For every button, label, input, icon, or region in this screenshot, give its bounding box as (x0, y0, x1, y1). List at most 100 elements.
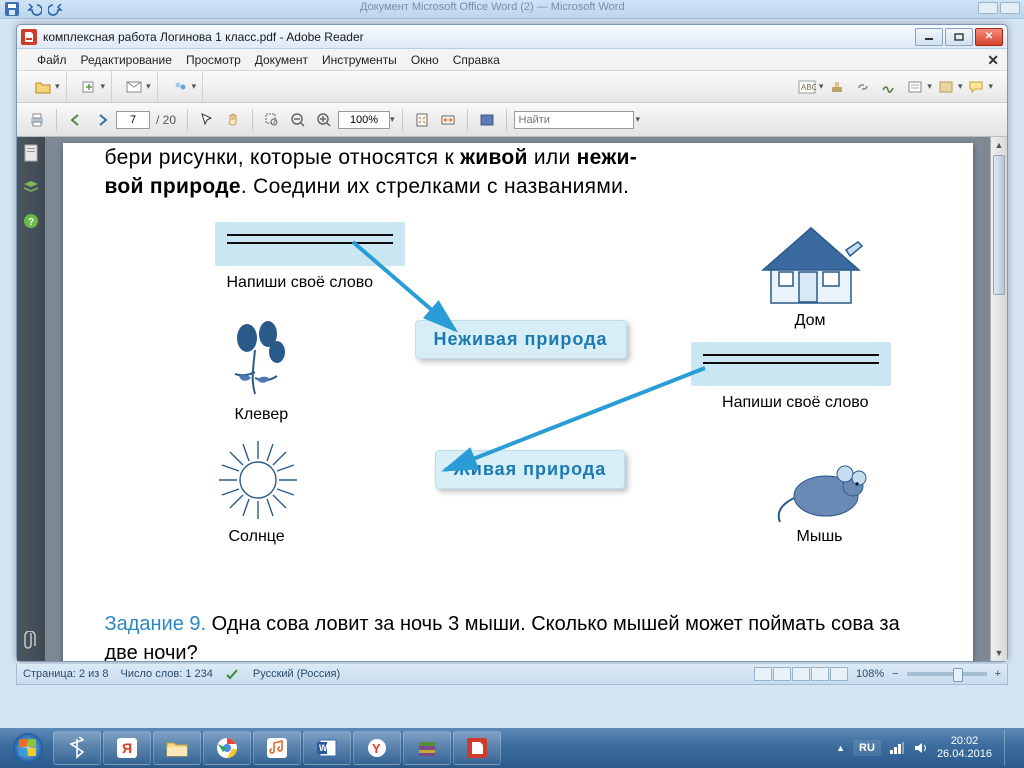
dropdown-icon[interactable]: ▾ (55, 81, 60, 92)
scrollbar-thumb[interactable] (993, 155, 1005, 295)
taskbar-explorer[interactable] (153, 731, 201, 765)
start-button[interactable] (4, 730, 52, 766)
sign-icon[interactable] (877, 76, 901, 98)
dropdown-icon[interactable]: ▾ (101, 81, 106, 92)
status-language[interactable]: Русский (Россия) (253, 668, 340, 680)
word-status-bar: Страница: 2 из 8 Число слов: 1 234 Русск… (16, 664, 1008, 685)
intro-paragraph: бери рисунки, которые относятся к живой … (105, 143, 931, 202)
hand-tool-icon[interactable] (221, 108, 245, 132)
dropdown-icon[interactable]: ▾ (958, 81, 963, 92)
task-number: Задание 9. (105, 613, 207, 635)
find-dropdown-icon[interactable]: ▾ (636, 114, 641, 125)
save-icon[interactable] (4, 1, 20, 17)
taskbar-word[interactable]: W (303, 731, 351, 765)
export-icon[interactable] (77, 76, 101, 98)
sun-label: Солнце (229, 528, 285, 546)
dropdown-icon[interactable]: ▾ (146, 81, 151, 92)
link-icon[interactable] (851, 76, 875, 98)
ocr-icon[interactable]: ABC (795, 76, 819, 98)
undo-icon[interactable] (26, 1, 42, 17)
zoom-plus-icon[interactable]: + (995, 668, 1001, 680)
marquee-zoom-icon[interactable] (260, 108, 284, 132)
find-input[interactable] (514, 111, 634, 129)
taskbar-bluetooth[interactable] (53, 731, 101, 765)
menu-view[interactable]: Просмотр (186, 53, 241, 67)
zoom-slider[interactable] (907, 672, 987, 676)
comment-icon[interactable] (964, 76, 988, 98)
print-icon[interactable] (25, 108, 49, 132)
dropdown-icon[interactable]: ▾ (927, 81, 932, 92)
taskbar-winrar[interactable] (403, 731, 451, 765)
email-icon[interactable] (122, 76, 146, 98)
page-viewport[interactable]: бери рисунки, которые относятся к живой … (45, 137, 990, 661)
scroll-down-icon[interactable]: ▼ (991, 645, 1007, 661)
bg-maximize[interactable] (1000, 2, 1020, 14)
tray-clock[interactable]: 20:02 26.04.2016 (937, 735, 992, 761)
tray-overflow-icon[interactable]: ▲ (836, 743, 845, 753)
view-mode-buttons[interactable] (754, 667, 848, 681)
house-image (751, 210, 871, 310)
zoom-minus-icon[interactable]: − (892, 668, 898, 680)
close-button[interactable]: ✕ (975, 28, 1003, 46)
taskbar-yandex-browser[interactable]: Y (353, 731, 401, 765)
minimize-button[interactable] (915, 28, 943, 46)
fit-width-icon[interactable] (436, 108, 460, 132)
dropdown-icon[interactable]: ▾ (988, 81, 993, 92)
menu-tools[interactable]: Инструменты (322, 53, 397, 67)
status-spellcheck-icon[interactable] (225, 667, 241, 681)
page-total-label: / 20 (156, 113, 176, 127)
menu-window[interactable]: Окно (411, 53, 439, 67)
scroll-up-icon[interactable]: ▲ (991, 137, 1007, 153)
attachments-panel-icon[interactable] (21, 631, 41, 651)
dropdown-icon[interactable]: ▾ (192, 81, 197, 92)
taskbar-chrome[interactable] (203, 731, 251, 765)
fullscreen-icon[interactable] (475, 108, 499, 132)
prev-page-icon[interactable] (64, 108, 88, 132)
next-page-icon[interactable] (90, 108, 114, 132)
stamp-icon[interactable] (825, 76, 849, 98)
multimedia-icon[interactable] (934, 76, 958, 98)
show-desktop-button[interactable] (1004, 730, 1014, 766)
zoom-out-icon[interactable] (286, 108, 310, 132)
vertical-scrollbar[interactable]: ▲ ▼ (990, 137, 1007, 661)
tray-date: 26.04.2016 (937, 748, 992, 761)
word-qat-icons (4, 1, 64, 17)
content-area: ? бери рисунки, которые относятся к живо… (17, 137, 1007, 661)
pages-panel-icon[interactable] (21, 143, 41, 163)
help-panel-icon[interactable]: ? (21, 211, 41, 231)
tray-language[interactable]: RU (853, 740, 881, 756)
tray-time: 20:02 (937, 735, 992, 748)
zoom-in-icon[interactable] (312, 108, 336, 132)
taskbar-yandex[interactable]: Я (103, 731, 151, 765)
layers-panel-icon[interactable] (21, 177, 41, 197)
fit-page-icon[interactable] (410, 108, 434, 132)
maximize-button[interactable] (945, 28, 973, 46)
menu-document[interactable]: Документ (255, 53, 308, 67)
page-number-input[interactable] (116, 111, 150, 129)
collaborate-icon[interactable] (168, 76, 192, 98)
redo-icon[interactable] (48, 1, 64, 17)
bg-minimize[interactable] (978, 2, 998, 14)
svg-text:Y: Y (372, 741, 381, 756)
zoom-dropdown-icon[interactable]: ▾ (390, 114, 395, 125)
dropdown-icon[interactable]: ▾ (819, 81, 824, 92)
file-open-icon[interactable] (31, 76, 55, 98)
mouse-label: Мышь (797, 528, 843, 546)
sun-image (213, 435, 303, 525)
zoom-input[interactable] (338, 111, 390, 129)
select-tool-icon[interactable] (195, 108, 219, 132)
taskbar-music[interactable] (253, 731, 301, 765)
tray-network-icon[interactable] (889, 741, 905, 755)
status-words[interactable]: Число слов: 1 234 (121, 668, 213, 680)
menu-file[interactable]: Файл (37, 53, 67, 67)
diagram-area: Напиши своё слово Дом Неживая природа (105, 210, 931, 610)
tray-volume-icon[interactable] (913, 741, 929, 755)
status-zoom[interactable]: 108% (856, 668, 884, 680)
menu-edit[interactable]: Редактирование (81, 53, 172, 67)
menu-help[interactable]: Справка (453, 53, 500, 67)
form-icon[interactable] (903, 76, 927, 98)
status-page[interactable]: Страница: 2 из 8 (23, 668, 109, 680)
taskbar-adobe-reader[interactable] (453, 731, 501, 765)
document-close-button[interactable]: ✕ (987, 52, 999, 69)
svg-text:Я: Я (122, 740, 132, 756)
